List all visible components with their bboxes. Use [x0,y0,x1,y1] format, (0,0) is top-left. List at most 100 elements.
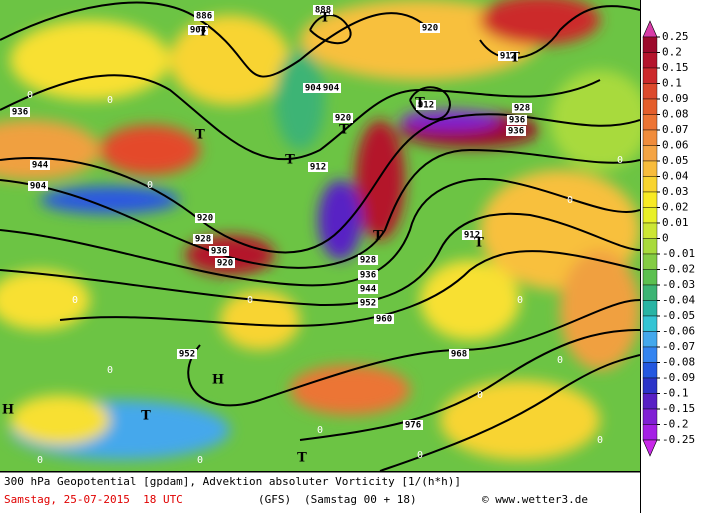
zero-contour-label: 0 [417,450,423,461]
contour-line [309,14,352,45]
contour-label-box [215,258,235,268]
contour-label: 936 [508,127,524,137]
colorbar-band [642,114,658,131]
colorbar-band [642,36,658,53]
contour-label-box [193,234,213,244]
contour-label: 976 [405,421,421,431]
contour-label: 886 [196,12,212,22]
colorbar-tick-label: 0.1 [662,77,682,90]
pressure-center: T [141,409,151,424]
pressure-center: T [474,236,484,251]
colorbar-tick-label: 0.2 [662,46,682,59]
contour-label: 960 [376,315,392,325]
contour-label-box [374,314,394,324]
colorbar-top-arrow [642,20,658,38]
colorbar-tick-label: 0.01 [662,216,689,229]
contour-label-box [194,11,214,21]
pressure-center: T [510,51,520,66]
contour-label-box [177,349,197,359]
contour-label-box [512,103,532,113]
colorbar-band [642,176,658,193]
colorbar-tick-label: 0 [662,232,669,245]
contour-label: 920 [217,259,233,269]
contour-label-box [28,181,48,191]
colorbar-band [642,98,658,115]
contour-label: 912 [310,163,326,173]
contour-label: 904 [190,26,207,36]
colorbar-band [642,408,658,425]
colorbar-band [642,52,658,69]
colorbar-tick-label: -0.2 [662,418,689,431]
contour-label-box [358,255,378,265]
contour-label: 920 [335,114,351,124]
colorbar-tick-label: 0.08 [662,108,689,121]
contour-label: 920 [197,214,213,224]
pressure-center: T [320,11,330,26]
zero-contour-label: 0 [107,95,113,106]
contour-line [0,74,601,161]
colorbar-tick-label: -0.02 [662,263,695,276]
colorbar-band [642,315,658,332]
colorbar-tick-label: 0.05 [662,154,689,167]
contour-label-box [358,284,378,294]
contour-label-box [420,23,440,33]
contour-label: 936 [509,116,525,126]
colorbar-tick-label: -0.09 [662,371,695,384]
contour-label-box [195,213,215,223]
pressure-center: T [285,153,295,168]
contour-label: 912 [464,231,480,241]
colorbar-bottom-arrow [642,439,658,457]
colorbar-tick-label: -0.05 [662,309,695,322]
colorbar-band [642,253,658,270]
footer-model: (GFS) [258,493,291,506]
colorbar-band [642,377,658,394]
zero-contour-label: 0 [517,295,523,306]
colorbar-band [642,269,658,286]
colorbar-tick-label: -0.07 [662,340,695,353]
contour-label: 888 [315,6,331,16]
zero-contour-label: 0 [247,295,253,306]
colorbar-tick-label: -0.04 [662,294,695,307]
footer-run: (Samstag 00 + 18) [304,493,417,506]
colorbar-band [642,145,658,162]
pressure-center: T [415,96,425,111]
contour-line [0,148,640,269]
colorbar-tick-label: -0.06 [662,325,695,338]
contour-label-box [403,420,423,430]
contour-label-box [358,298,378,308]
colorbar-band [642,346,658,363]
colorbar-band [642,160,658,177]
contour-label: 952 [360,299,376,309]
contour-label-box [506,126,526,136]
contour-label: 928 [360,256,376,266]
zero-contour-label: 0 [27,90,33,101]
colorbar-band [642,331,658,348]
colorbar-band [642,393,658,410]
contour-label-box [30,160,50,170]
contour-label: 920 [422,24,438,34]
contour-label-box [321,83,341,93]
colorbar-tick-label: -0.03 [662,278,695,291]
colorbar-band [642,238,658,255]
footer-title: 300 hPa Geopotential [gpdam], Advektion … [4,475,461,488]
colorbar-tick-label: 0.15 [662,61,689,74]
contour-label: 936 [211,247,227,257]
contour-label-box [462,230,482,240]
colorbar-band [642,207,658,224]
contour-label-box [308,162,328,172]
contour-line [0,212,640,307]
colorbar-tick-label: 0.07 [662,123,689,136]
colorbar-tick-label: 0.04 [662,170,689,183]
zero-contour-label: 0 [317,425,323,436]
zero-contour-label: 0 [37,455,43,466]
contour-label-box [10,107,30,117]
zero-contour-label: 0 [147,180,153,191]
pressure-center: H [2,403,14,418]
contour-label: 904 [30,182,47,192]
contour-label: 904 [305,84,322,94]
colorbar-tick-label: 0.06 [662,139,689,152]
contour-label: 928 [514,104,530,114]
colorbar-tick-label: -0.08 [662,356,695,369]
contour-line [187,299,640,407]
